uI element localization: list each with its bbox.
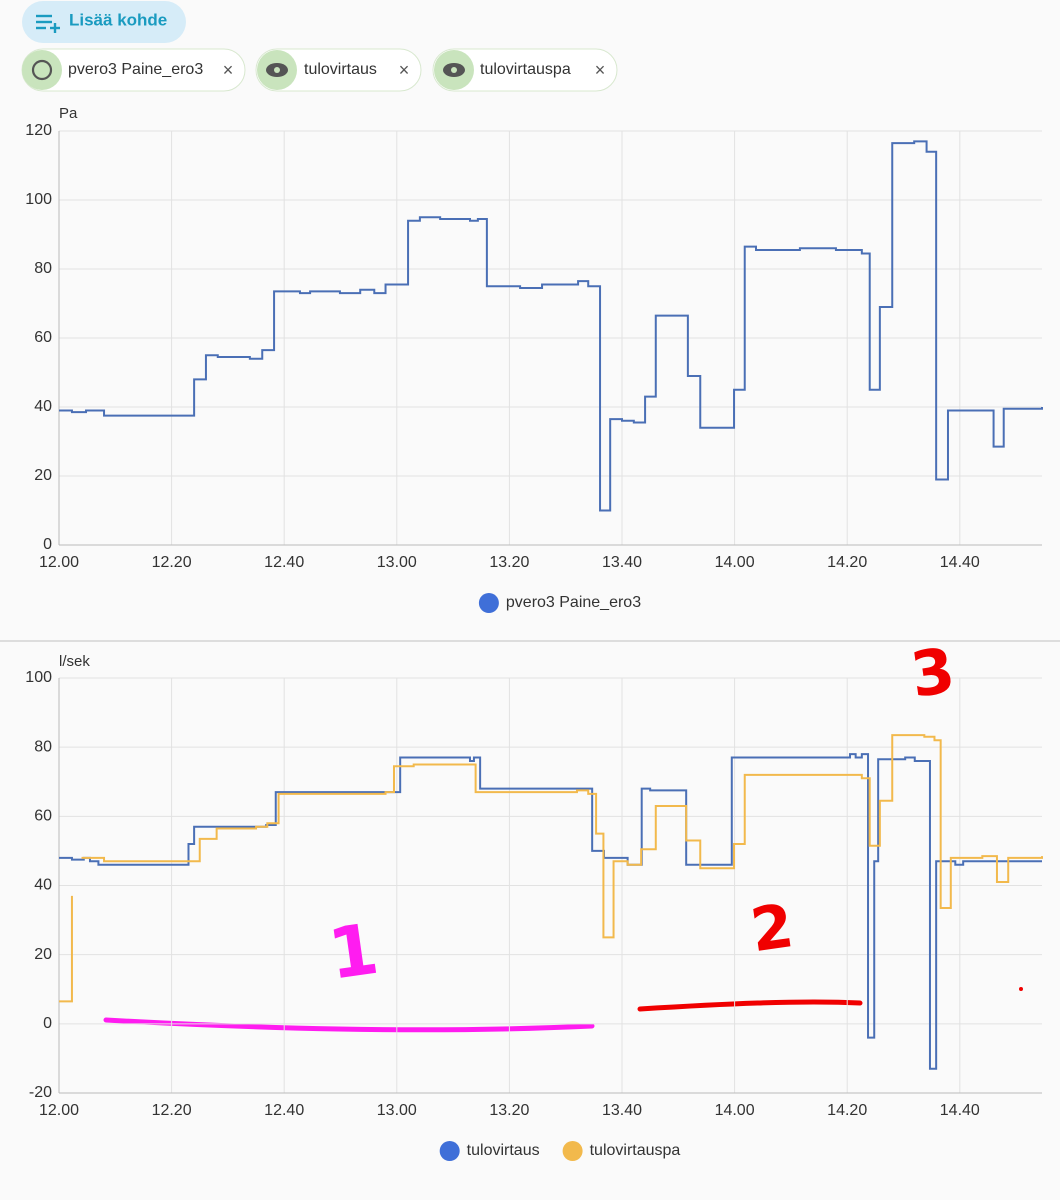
x-tick-label: 12.00 [39,1102,79,1119]
x-tick-label: 12.20 [152,554,192,571]
chip-label: tulovirtaus [304,61,377,78]
chip-icon [22,50,62,90]
chip-close[interactable]: × [223,60,234,80]
y-tick-label: 60 [34,329,52,346]
annotation: 2 [747,891,798,966]
add-button[interactable] [22,1,186,43]
chip-label: tulovirtauspa [480,61,571,78]
eye-pupil [451,67,457,73]
y-tick-label: 40 [34,398,52,415]
x-tick-label: 12.40 [264,554,304,571]
x-tick-label: 13.00 [377,554,417,571]
data-line [59,140,1043,512]
x-tick-label: 13.00 [377,1102,417,1119]
chips: pvero3 Paine_ero3 × tulovirtaus × tulovi… [21,48,618,92]
legend-swatch [478,593,499,613]
y-tick-label: 40 [34,877,52,894]
x-tick-label: 12.40 [264,1102,304,1119]
data-line [59,753,1042,1070]
x-tick-label: 14.00 [715,1102,755,1119]
y-tick-label: 80 [34,260,52,277]
chip-label: pvero3 Paine_ero3 [68,61,203,78]
y-axis-label: Pa [59,105,78,122]
y-tick-label: 100 [25,669,52,686]
y-tick-label: 80 [34,738,52,755]
eye-pupil [274,67,280,73]
scribble-dot [1019,987,1023,991]
scribble [103,1017,595,1033]
y-axis-label: l/sek [59,653,90,670]
y-tick-label: -20 [29,1084,52,1101]
x-tick-label: 13.20 [489,1102,529,1119]
x-tick-label: 12.00 [39,554,79,571]
chip-close[interactable]: × [399,60,410,80]
x-tick-label: 13.20 [489,554,529,571]
annotation: 1 [324,908,384,996]
scribble [637,999,863,1012]
add-icon [36,14,60,33]
x-tick-label: 13.40 [602,554,642,571]
annotation: 3 [906,633,959,711]
x-tick-label: 14.20 [827,554,867,571]
y-tick-label: 20 [34,467,52,484]
x-tick-label: 13.40 [602,1102,642,1119]
y-tick-label: 120 [25,122,52,139]
x-tick-label: 14.00 [715,554,755,571]
chip-close[interactable]: × [595,60,606,80]
y-tick-label: 100 [25,191,52,208]
gauge-icon [31,59,53,81]
x-tick-label: 12.20 [152,1102,192,1119]
x-tick-label: 14.40 [940,1102,980,1119]
scribbles [103,987,1023,1033]
legend-label: tulovirtaus [467,1142,540,1159]
x-tick-label: 14.20 [827,1102,867,1119]
y-tick-label: 60 [34,808,52,825]
legend-swatch [562,1141,583,1161]
legend-label: tulovirtauspa [590,1142,681,1159]
x-tick-label: 14.40 [940,554,980,571]
chip [432,48,618,92]
y-tick-label: 0 [43,536,52,553]
legend-label: pvero3 Paine_ero3 [506,594,641,611]
y-tick-label: 20 [34,946,52,963]
add-button-label[interactable]: Lisää kohde [69,10,167,29]
legend-swatch [439,1141,460,1161]
y-tick-label: 0 [43,1015,52,1032]
data-line [59,734,1043,1003]
chip [255,48,422,92]
